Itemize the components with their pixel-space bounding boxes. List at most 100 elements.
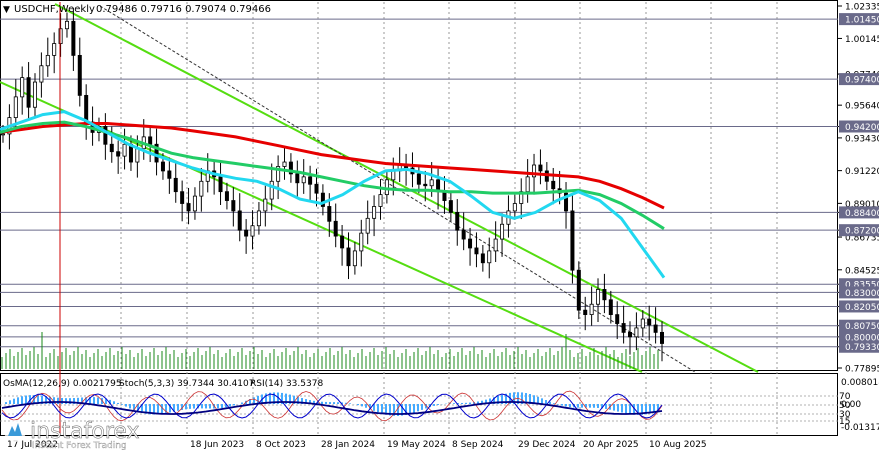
level-price-tag-label: 0.80000 (845, 333, 879, 343)
candle-body (231, 200, 236, 212)
candle-body (52, 43, 57, 56)
candle-body (365, 217, 370, 234)
candle-body (429, 179, 434, 187)
level-price-tag (839, 340, 879, 353)
level-price-tag (839, 120, 879, 133)
level-price-tag (839, 330, 879, 343)
candle-body (468, 238, 473, 249)
time-tick-label: 28 Jan 2024 (321, 440, 375, 450)
candle-body (45, 54, 50, 67)
osma-scale-label: 0.008018 (841, 378, 879, 388)
candle-body (116, 151, 121, 157)
time-tick-label: 29 Dec 2024 (518, 440, 576, 450)
candle-body (640, 318, 645, 329)
candle-body (244, 229, 249, 237)
stoch-main-line (1, 393, 663, 419)
candle-body (628, 331, 633, 338)
candle-body (448, 200, 453, 213)
candle-body (589, 303, 594, 316)
price-tick-label: 0.84525 (845, 266, 879, 276)
candle-body (660, 331, 665, 344)
candle-body (570, 210, 575, 271)
candle-body (180, 191, 185, 204)
candle-body (602, 289, 607, 301)
candle-body (352, 250, 357, 267)
candle-body (442, 191, 447, 201)
candle-body (608, 299, 613, 316)
candle-body (26, 77, 31, 108)
candle-body (480, 253, 485, 264)
candle-body (340, 235, 345, 249)
level-price-tag-label: 0.94200 (845, 123, 879, 133)
level-price-tag-label: 0.80750 (845, 322, 879, 332)
candle-body (493, 238, 498, 252)
volume-bars (1, 332, 659, 369)
level-price-tag-label: 0.83000 (845, 289, 879, 299)
candle-body (653, 324, 658, 333)
level-price-tag-label: 0.79330 (845, 343, 879, 353)
candle-body (551, 180, 556, 190)
time-tick-label: 8 Sep 2024 (452, 440, 504, 450)
candle-body (122, 143, 127, 157)
level-price-tag (839, 224, 879, 237)
candle-body (647, 318, 652, 326)
candle-body (103, 126, 108, 145)
price-axis: 1.023351.001450.977400.956400.942000.934… (838, 3, 879, 375)
rsi-line (1, 401, 663, 415)
candle-body (237, 210, 242, 231)
level-price-tag-label: 0.82050 (845, 303, 879, 313)
candle-body (596, 289, 601, 305)
candle-body (167, 170, 172, 179)
time-tick-label: 8 Oct 2023 (256, 440, 306, 450)
candle-body (84, 94, 89, 123)
level-price-tag (839, 300, 879, 313)
level-price-tag (839, 73, 879, 86)
candle-body (378, 194, 383, 207)
candle-body (282, 161, 287, 167)
candle-body (192, 195, 197, 212)
candle-body (173, 177, 178, 193)
instaforex-watermark: instaforex Instant Forex Trading (2, 414, 202, 451)
candle-body (461, 229, 466, 240)
candle-body (224, 191, 229, 201)
candle-body (154, 143, 159, 163)
key-levels (0, 18, 838, 348)
candle-body (538, 164, 543, 172)
candle-body (525, 176, 530, 193)
candle-body (423, 183, 428, 187)
level-price-tag-label: 0.88400 (845, 209, 879, 219)
candle-body (160, 161, 165, 172)
candle-body (276, 166, 281, 182)
candle-body (64, 20, 69, 30)
time-tick-label: 18 Jun 2023 (190, 440, 244, 450)
oscillator-level-label: 15 (839, 417, 850, 427)
candle-body (148, 136, 153, 145)
candle-body (39, 65, 44, 83)
indicator-panel (0, 390, 838, 422)
candle-body (391, 170, 396, 181)
oscillator-level-label: 30 (839, 410, 851, 420)
mid-trend-line (99, 5, 696, 373)
level-price-tag-label: 1.01450 (845, 16, 879, 26)
candle-body (512, 203, 517, 212)
watermark-brand: instaforex (30, 419, 140, 444)
candle-body (359, 232, 364, 252)
level-price-tag-label: 0.87200 (845, 227, 879, 237)
candle-body (474, 247, 479, 255)
symbol-dropdown-icon[interactable]: ▼ (3, 5, 10, 15)
level-price-tag-label: 0.97400 (845, 76, 879, 86)
time-axis: 17 Jul 2022 18 Jun 2023 8 Oct 2023 28 Jan 2… (7, 440, 707, 450)
osma-scale-label: -0.013174 (841, 423, 879, 433)
candle-body (186, 203, 191, 212)
time-tick-label: 20 Apr 2025 (583, 440, 639, 450)
price-tick-label: 1.02335 (845, 3, 879, 13)
time-tick-label: 10 Aug 2025 (649, 440, 707, 450)
ohlc-values: 0.79486 0.79716 0.79074 0.79466 (96, 4, 271, 15)
candle-body (250, 225, 255, 237)
price-tick-label: 1.00145 (845, 35, 879, 45)
candle-body (416, 173, 421, 185)
level-price-tag-label: 0.83550 (845, 281, 879, 291)
indicator-panel-frame (0, 373, 838, 436)
